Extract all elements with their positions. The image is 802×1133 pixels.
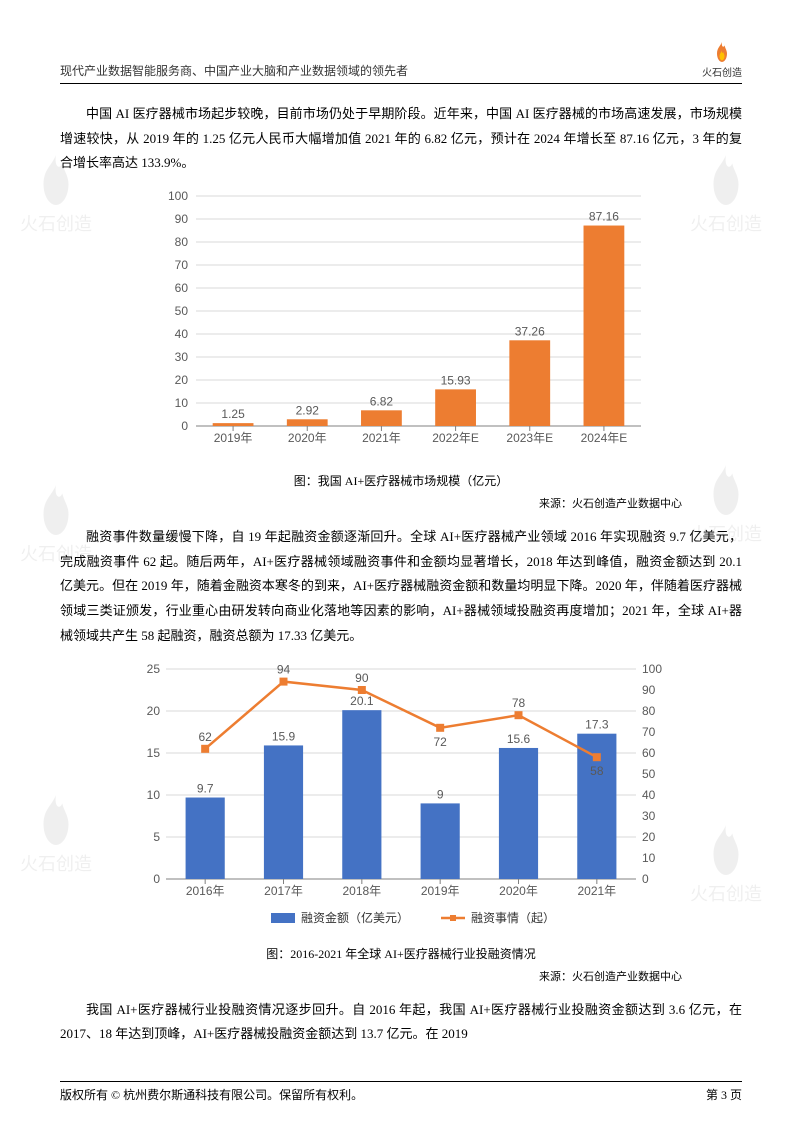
svg-text:30: 30 bbox=[175, 350, 189, 364]
svg-text:60: 60 bbox=[175, 281, 189, 295]
svg-text:40: 40 bbox=[642, 788, 656, 802]
svg-text:9.7: 9.7 bbox=[197, 781, 214, 795]
svg-text:2022年E: 2022年E bbox=[432, 431, 479, 445]
page-header: 现代产业数据智能服务商、中国产业大脑和产业数据领域的领先者 火石创造 bbox=[60, 40, 742, 84]
svg-text:78: 78 bbox=[512, 696, 526, 710]
svg-text:80: 80 bbox=[175, 235, 189, 249]
page: 现代产业数据智能服务商、中国产业大脑和产业数据领域的领先者 火石创造 中国 AI… bbox=[0, 0, 802, 1133]
svg-text:2023年E: 2023年E bbox=[506, 431, 553, 445]
paragraph-2: 融资事件数量缓慢下降，自 19 年起融资金额逐渐回升。全球 AI+医疗器械产业领… bbox=[60, 525, 742, 648]
svg-text:0: 0 bbox=[642, 872, 649, 886]
footer-page-number: 第 3 页 bbox=[706, 1086, 742, 1103]
svg-text:15.93: 15.93 bbox=[441, 373, 471, 387]
svg-text:100: 100 bbox=[168, 189, 188, 203]
flame-icon bbox=[712, 40, 732, 64]
svg-text:9: 9 bbox=[437, 787, 444, 801]
chart2-combo-chart: 0 5 10 15 20 25 0 10 20 30 40 50 60 70 80 90 100 9.7 2016年… bbox=[121, 659, 681, 939]
svg-text:2.92: 2.92 bbox=[296, 403, 320, 417]
svg-text:融资金额（亿美元）: 融资金额（亿美元） bbox=[301, 910, 409, 925]
chart1-source: 来源：火石创造产业数据中心 bbox=[60, 495, 742, 511]
svg-text:5: 5 bbox=[153, 830, 160, 844]
svg-text:2019年: 2019年 bbox=[421, 884, 460, 898]
svg-text:80: 80 bbox=[642, 704, 656, 718]
svg-text:17.3: 17.3 bbox=[585, 717, 609, 731]
svg-text:90: 90 bbox=[355, 671, 369, 685]
svg-text:62: 62 bbox=[198, 729, 212, 743]
chart2-caption: 图：2016-2021 年全球 AI+医疗器械行业投融资情况 bbox=[266, 945, 535, 962]
footer-copyright: 版权所有 © 杭州费尔斯通科技有限公司。保留所有权利。 bbox=[60, 1086, 363, 1103]
chart1-bar-chart: 0 10 20 30 40 50 60 70 80 90 100 1.25 2019年 2.92 2020年… bbox=[141, 186, 661, 466]
svg-text:2024年E: 2024年E bbox=[581, 431, 628, 445]
svg-text:2019年: 2019年 bbox=[214, 431, 253, 445]
chart1-caption: 图：我国 AI+医疗器械市场规模（亿元） bbox=[294, 472, 508, 489]
svg-text:15: 15 bbox=[147, 746, 161, 760]
svg-text:2020年: 2020年 bbox=[499, 884, 538, 898]
svg-text:72: 72 bbox=[433, 734, 447, 748]
svg-text:100: 100 bbox=[642, 662, 662, 676]
header-tagline: 现代产业数据智能服务商、中国产业大脑和产业数据领域的领先者 bbox=[60, 62, 408, 79]
svg-text:20.1: 20.1 bbox=[350, 694, 374, 708]
page-footer: 版权所有 © 杭州费尔斯通科技有限公司。保留所有权利。 第 3 页 bbox=[60, 1081, 742, 1103]
svg-text:2021年: 2021年 bbox=[577, 884, 616, 898]
svg-text:50: 50 bbox=[642, 767, 656, 781]
svg-text:融资事情（起）: 融资事情（起） bbox=[471, 911, 555, 925]
svg-text:10: 10 bbox=[175, 396, 189, 410]
svg-text:20: 20 bbox=[175, 373, 189, 387]
svg-text:40: 40 bbox=[175, 327, 189, 341]
svg-text:60: 60 bbox=[642, 746, 656, 760]
svg-text:90: 90 bbox=[175, 212, 189, 226]
svg-text:90: 90 bbox=[642, 683, 656, 697]
chart1-container: 0 10 20 30 40 50 60 70 80 90 100 1.25 2019年 2.92 2020年… bbox=[60, 186, 742, 489]
svg-text:10: 10 bbox=[147, 788, 161, 802]
svg-text:6.82: 6.82 bbox=[370, 394, 394, 408]
paragraph-1: 中国 AI 医疗器械市场起步较晚，目前市场仍处于早期阶段。近年来，中国 AI 医… bbox=[60, 102, 742, 176]
svg-text:25: 25 bbox=[147, 662, 161, 676]
svg-text:2017年: 2017年 bbox=[264, 884, 303, 898]
svg-text:0: 0 bbox=[153, 872, 160, 886]
svg-text:58: 58 bbox=[590, 764, 604, 778]
svg-text:94: 94 bbox=[277, 662, 291, 676]
svg-text:15.9: 15.9 bbox=[272, 729, 296, 743]
svg-text:0: 0 bbox=[181, 419, 188, 433]
svg-text:37.26: 37.26 bbox=[515, 324, 545, 338]
svg-text:20: 20 bbox=[147, 704, 161, 718]
svg-text:1.25: 1.25 bbox=[221, 407, 245, 421]
svg-text:70: 70 bbox=[642, 725, 656, 739]
svg-text:20: 20 bbox=[642, 830, 656, 844]
svg-text:87.16: 87.16 bbox=[589, 210, 619, 224]
brand-logo: 火石创造 bbox=[702, 40, 742, 79]
svg-text:70: 70 bbox=[175, 258, 189, 272]
svg-text:10: 10 bbox=[642, 851, 656, 865]
svg-text:15.6: 15.6 bbox=[507, 731, 531, 745]
svg-text:30: 30 bbox=[642, 809, 656, 823]
svg-text:2018年: 2018年 bbox=[342, 884, 381, 898]
svg-text:50: 50 bbox=[175, 304, 189, 318]
chart2-container: 0 5 10 15 20 25 0 10 20 30 40 50 60 70 80 90 100 9.7 2016年… bbox=[60, 659, 742, 962]
svg-text:2021年: 2021年 bbox=[362, 431, 401, 445]
svg-text:2016年: 2016年 bbox=[186, 884, 225, 898]
brand-name: 火石创造 bbox=[702, 64, 742, 79]
svg-text:2020年: 2020年 bbox=[288, 431, 327, 445]
chart2-source: 来源：火石创造产业数据中心 bbox=[60, 968, 742, 984]
paragraph-3: 我国 AI+医疗器械行业投融资情况逐步回升。自 2016 年起，我国 AI+医疗… bbox=[60, 998, 742, 1047]
